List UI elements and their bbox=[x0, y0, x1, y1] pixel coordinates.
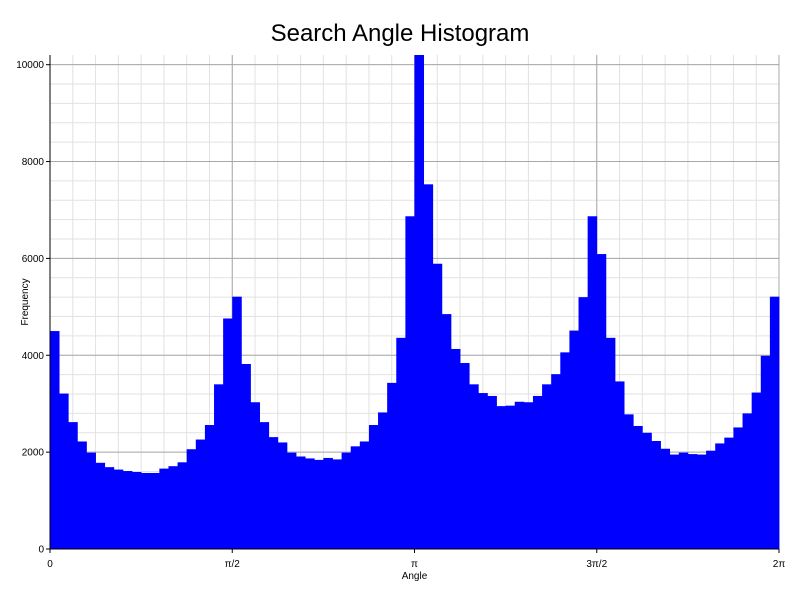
histogram-bar bbox=[350, 446, 361, 549]
y-axis-title: Frequency bbox=[20, 278, 31, 325]
histogram-bar bbox=[614, 381, 625, 549]
histogram-bar bbox=[241, 363, 251, 549]
histogram-bar bbox=[532, 395, 543, 549]
histogram-bar bbox=[760, 355, 771, 549]
y-tick-label: 6000 bbox=[22, 254, 45, 265]
histogram-bar bbox=[706, 450, 716, 549]
histogram-bar bbox=[733, 427, 743, 549]
x-tick-label: 2π bbox=[773, 559, 786, 570]
histogram-bar bbox=[542, 384, 552, 549]
x-tick-label: 3π/2 bbox=[586, 559, 607, 570]
histogram-bar bbox=[441, 314, 452, 549]
histogram-bar bbox=[268, 437, 279, 549]
x-tick-label: 0 bbox=[47, 559, 53, 570]
histogram-bar bbox=[368, 425, 379, 549]
histogram-bar bbox=[496, 406, 507, 549]
histogram-bar bbox=[286, 452, 297, 549]
histogram-bar bbox=[669, 454, 680, 549]
histogram-bar bbox=[277, 442, 288, 549]
histogram-bar bbox=[578, 297, 589, 549]
y-axis-ticks: 0 2000 4000 6000 8000 10000 bbox=[16, 60, 50, 556]
histogram-bar bbox=[633, 425, 643, 549]
histogram-bar bbox=[95, 462, 106, 549]
histogram-bar bbox=[159, 468, 169, 549]
histogram-bar bbox=[323, 457, 333, 549]
histogram-bar bbox=[378, 412, 388, 549]
histogram-bar bbox=[132, 471, 142, 549]
y-tick-label: 4000 bbox=[22, 351, 45, 362]
histogram-bar bbox=[687, 454, 698, 549]
y-tick-label: 8000 bbox=[22, 157, 45, 168]
histogram-bar bbox=[314, 459, 324, 549]
histogram-bar bbox=[113, 469, 124, 549]
histogram-bar bbox=[59, 393, 69, 549]
histogram-bar bbox=[696, 454, 707, 549]
histogram-bar bbox=[405, 216, 415, 549]
histogram-bar bbox=[551, 374, 561, 549]
y-tick-label: 2000 bbox=[22, 448, 45, 459]
histogram-bar bbox=[150, 472, 160, 549]
x-axis-title: Angle bbox=[402, 571, 428, 582]
histogram-bar bbox=[141, 472, 151, 549]
histogram-bar bbox=[715, 443, 725, 549]
histogram-bar bbox=[469, 384, 479, 549]
y-tick-label: 0 bbox=[38, 545, 44, 556]
histogram-bar bbox=[86, 452, 96, 549]
histogram-bar bbox=[387, 382, 397, 549]
histogram-bar bbox=[259, 422, 270, 549]
chart-title: Search Angle Histogram bbox=[270, 20, 530, 47]
histogram-bar bbox=[651, 440, 661, 549]
x-tick-label: π/2 bbox=[225, 559, 241, 570]
histogram-bar bbox=[341, 452, 352, 549]
histogram-bar bbox=[296, 456, 306, 549]
histogram-bar bbox=[122, 471, 133, 549]
histogram-bar bbox=[560, 352, 570, 549]
x-tick-label: π bbox=[411, 559, 418, 570]
histogram-bar bbox=[359, 441, 370, 549]
histogram-bar bbox=[678, 452, 689, 549]
histogram-bar bbox=[724, 437, 734, 549]
histogram-bar bbox=[77, 441, 87, 549]
histogram-bar bbox=[396, 337, 406, 549]
histogram-bar bbox=[642, 432, 652, 549]
histogram-bar bbox=[587, 216, 598, 549]
histogram-bar bbox=[232, 296, 242, 549]
histogram-bar bbox=[195, 439, 206, 549]
histogram-bar bbox=[751, 392, 762, 549]
histogram-bar bbox=[104, 467, 115, 549]
histogram-bar bbox=[624, 414, 634, 549]
histogram-bar bbox=[305, 458, 315, 549]
x-axis-ticks: 0 π/2 π 3π/2 2π bbox=[47, 549, 785, 570]
histogram-bar bbox=[769, 296, 780, 549]
histogram-bar bbox=[223, 318, 233, 549]
histogram-bar bbox=[332, 459, 342, 549]
histogram-bar bbox=[50, 331, 60, 549]
histogram-bar bbox=[605, 337, 616, 549]
histogram-bar bbox=[423, 184, 434, 549]
histogram-bar bbox=[514, 401, 525, 549]
histogram-bar bbox=[68, 422, 78, 549]
histogram-bar bbox=[250, 402, 260, 549]
histogram-bar bbox=[414, 55, 425, 549]
histogram-bar bbox=[569, 330, 579, 549]
histogram-bar bbox=[487, 395, 497, 549]
histogram-bar bbox=[505, 405, 516, 549]
histogram-bar bbox=[596, 254, 607, 549]
histogram-bar bbox=[523, 402, 534, 549]
histogram-bar bbox=[204, 425, 215, 549]
histogram-bar bbox=[742, 413, 753, 549]
histogram-bar bbox=[432, 263, 443, 549]
histogram-bar bbox=[168, 466, 178, 549]
histogram-bar bbox=[186, 449, 197, 549]
histogram-bar bbox=[460, 363, 470, 549]
histogram-bars bbox=[50, 55, 780, 549]
y-tick-label: 10000 bbox=[16, 60, 44, 71]
histogram-bar bbox=[660, 448, 671, 549]
histogram-bar bbox=[214, 384, 224, 549]
histogram-bar bbox=[450, 348, 461, 549]
histogram-bar bbox=[177, 462, 188, 549]
histogram-bar bbox=[478, 393, 488, 549]
